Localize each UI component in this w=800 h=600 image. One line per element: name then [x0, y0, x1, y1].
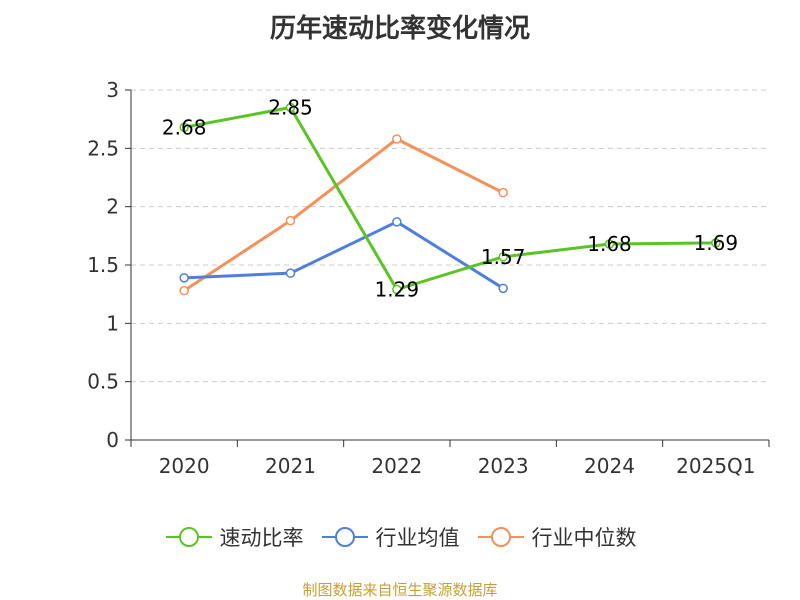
- legend-item[interactable]: 行业中位数: [476, 522, 637, 552]
- data-point: [498, 283, 508, 294]
- data-label: 1.68: [587, 232, 632, 256]
- data-label: 1.69: [694, 231, 739, 255]
- x-tick-label: 2020: [159, 454, 210, 478]
- data-point: [392, 217, 402, 227]
- legend-label: 速动比率: [219, 526, 304, 550]
- chart-title: 历年速动比率变化情况: [269, 14, 530, 44]
- x-tick-label: 2022: [371, 454, 422, 478]
- x-tick-label: 2024: [584, 454, 635, 478]
- y-tick-label: 1.5: [87, 253, 119, 277]
- data-point: [179, 273, 189, 283]
- y-tick-label: 2.5: [87, 136, 119, 160]
- legend-label: 行业中位数: [531, 526, 637, 550]
- series-line: [183, 137, 504, 292]
- source-note: 制图数据来自恒生聚源数据库: [302, 581, 498, 599]
- y-tick-label: 3: [106, 78, 119, 102]
- legend-swatch-icon: [321, 527, 368, 547]
- data-label: 2.85: [268, 96, 313, 120]
- data-point: [711, 238, 721, 248]
- data-label: 1.29: [375, 278, 420, 302]
- legend-label: 行业均值: [375, 526, 460, 550]
- data-point: [392, 134, 402, 144]
- data-point: [392, 284, 402, 295]
- data-point: [285, 102, 296, 113]
- legend-item[interactable]: 速动比率: [164, 522, 304, 552]
- data-point: [498, 252, 508, 262]
- data-point: [498, 187, 508, 198]
- data-point: [285, 268, 296, 278]
- legend-item[interactable]: 行业均值: [320, 522, 460, 552]
- legend-swatch-icon: [477, 527, 524, 547]
- legend: 速动比率 行业均值 行业中位数: [0, 522, 800, 552]
- legend-swatch-marker: [490, 527, 511, 547]
- data-point: [285, 215, 296, 226]
- data-label: 1.57: [481, 245, 526, 269]
- x-tick-label: 2023: [478, 454, 529, 478]
- data-label: 2.68: [162, 115, 207, 139]
- series-line: [183, 106, 716, 291]
- data-point: [179, 285, 189, 296]
- y-tick-label: 0: [106, 428, 119, 452]
- y-tick-label: 0.5: [87, 370, 119, 394]
- data-point: [179, 122, 189, 133]
- legend-swatch-icon: [165, 527, 212, 547]
- y-tick-label: 2: [106, 195, 119, 219]
- legend-swatch-marker: [178, 527, 199, 547]
- y-tick-label: 1: [106, 311, 119, 335]
- x-tick-label: 2025Q1: [676, 454, 755, 478]
- data-point: [604, 239, 615, 249]
- series-line: [184, 220, 504, 290]
- x-tick-label: 2021: [265, 454, 316, 478]
- legend-swatch-marker: [334, 527, 355, 547]
